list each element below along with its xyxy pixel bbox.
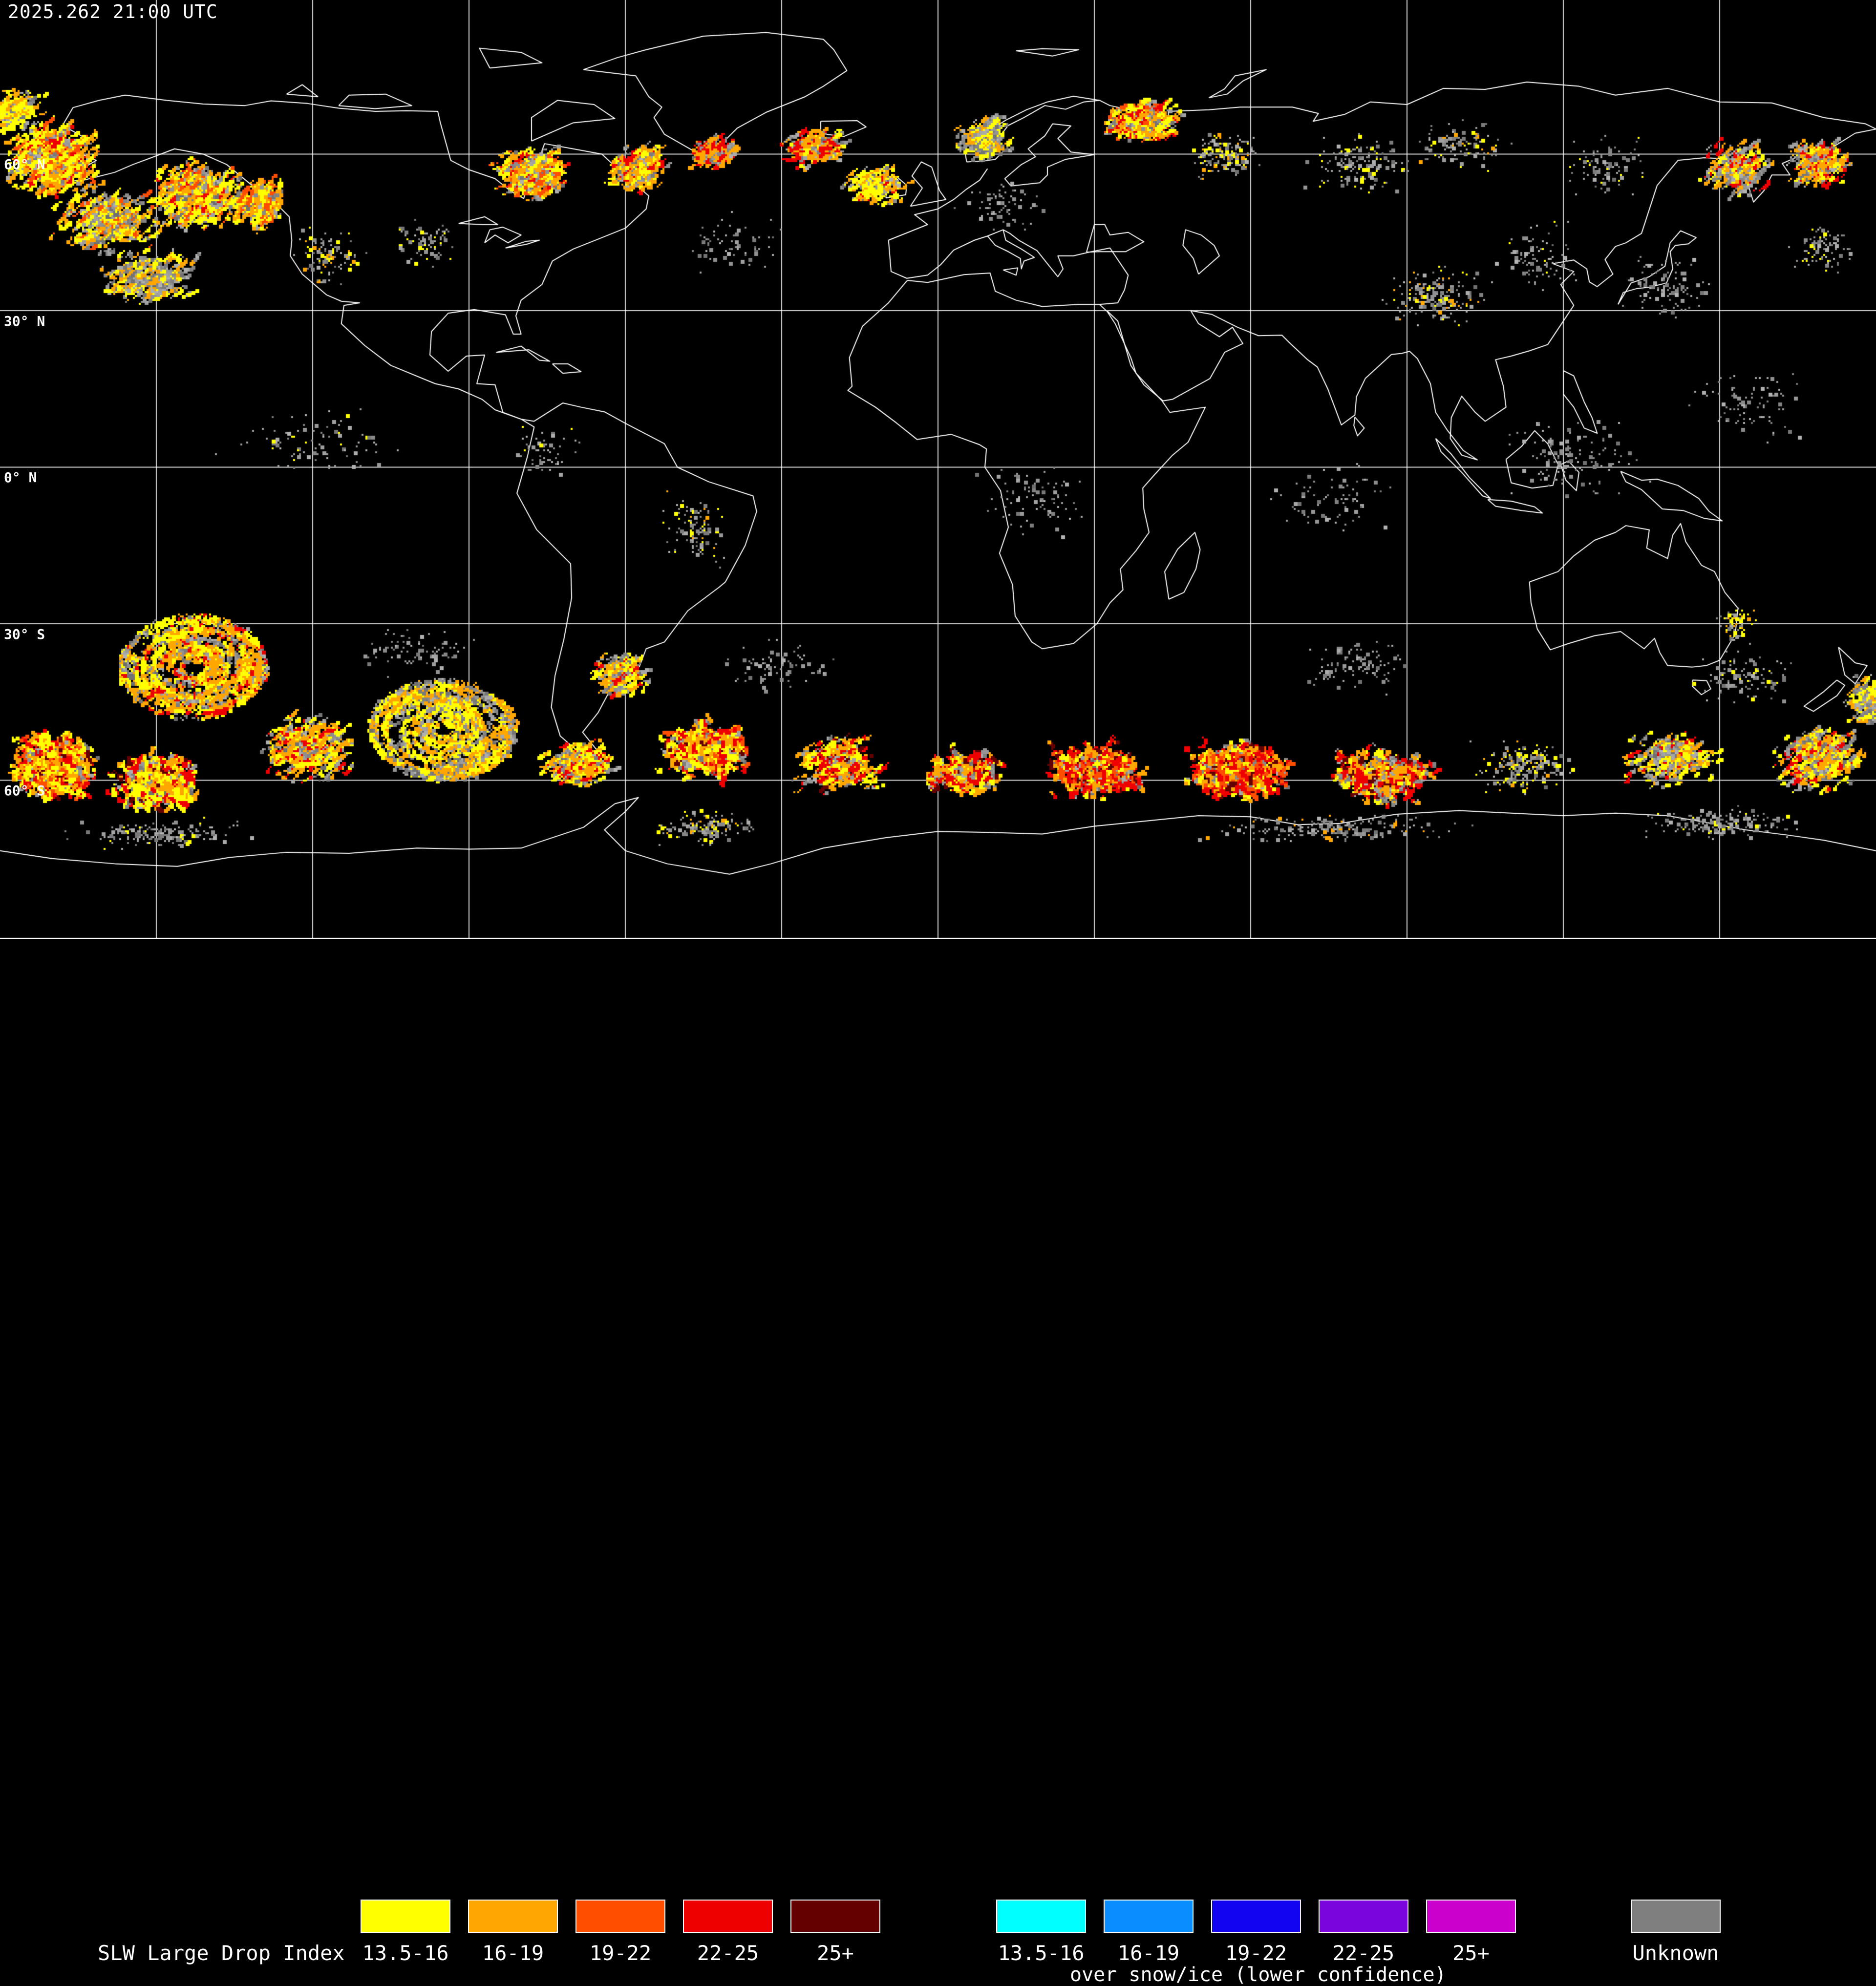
legend-range-label: 16-19 <box>1117 1941 1180 1965</box>
legend-snow-ice-caption: over snow/ice (lower confidence) <box>1070 1964 1447 1986</box>
legend-swatch <box>1631 1900 1721 1933</box>
legend-range-label: Unknown <box>1632 1941 1719 1965</box>
legend-swatch <box>790 1900 880 1933</box>
legend-swatch <box>683 1900 773 1933</box>
legend-range-label: 19-22 <box>589 1941 652 1965</box>
latitude-label: 60° S <box>4 782 45 799</box>
legend-swatch <box>1104 1900 1194 1933</box>
latitude-label: 30° N <box>4 313 45 329</box>
legend-range-label: 13.5-16 <box>362 1941 449 1965</box>
latitude-label: 60° N <box>4 156 45 173</box>
legend-range-label: 22-25 <box>1332 1941 1395 1965</box>
legend-range-label: 25+ <box>1452 1941 1490 1965</box>
legend-range-label: 22-25 <box>697 1941 759 1965</box>
world-map-area: 2025.262 21:00 UTC 60° N 30° N 0° N 30° S 60… <box>0 0 1876 939</box>
legend-swatch <box>996 1900 1086 1933</box>
legend-bar: SLW Large Drop Index over snow/ice (lowe… <box>0 939 1876 1986</box>
legend-swatch <box>361 1900 450 1933</box>
world-map-canvas <box>0 0 1876 939</box>
legend-swatch <box>1211 1900 1301 1933</box>
legend-swatch <box>1426 1900 1516 1933</box>
legend-range-label: 25+ <box>817 1941 854 1965</box>
latitude-label: 30° S <box>4 626 45 642</box>
legend-range-label: 16-19 <box>482 1941 544 1965</box>
legend-swatch <box>468 1900 558 1933</box>
legend-swatch <box>1319 1900 1408 1933</box>
latitude-label: 0° N <box>4 469 37 486</box>
legend-title: SLW Large Drop Index <box>98 1941 345 1965</box>
legend-range-label: 19-22 <box>1225 1941 1287 1965</box>
legend-swatch <box>576 1900 665 1933</box>
legend-range-label: 13.5-16 <box>998 1941 1085 1965</box>
timestamp-label: 2025.262 21:00 UTC <box>8 1 218 22</box>
